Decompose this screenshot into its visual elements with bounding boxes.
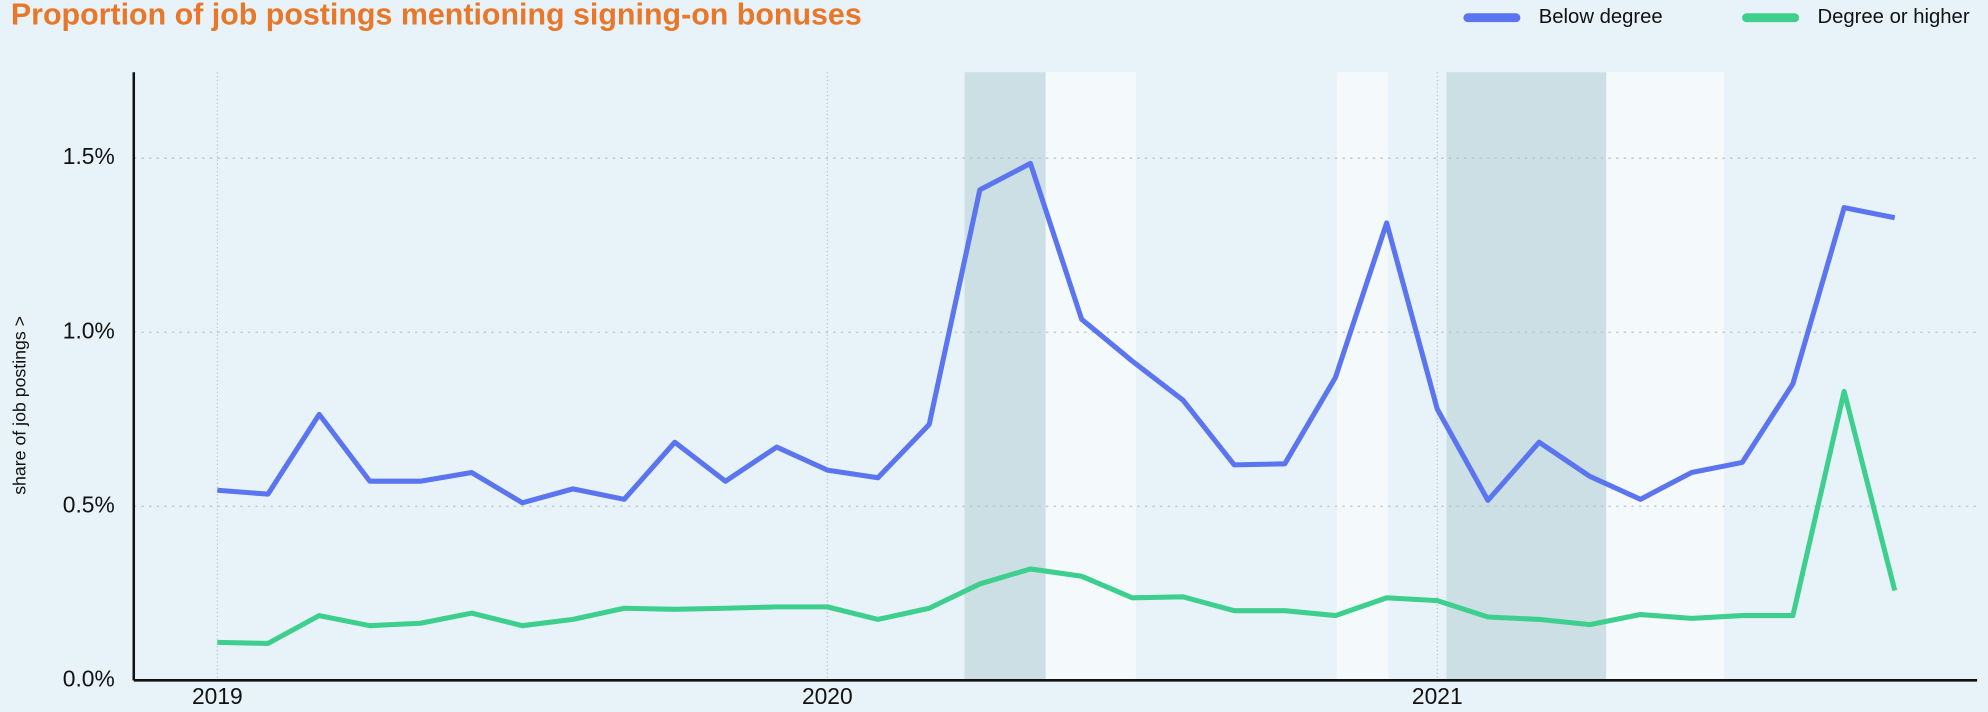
chart-title: Proportion of job postings mentioning si… xyxy=(11,0,862,32)
shaded-period xyxy=(1336,72,1389,681)
x-tick-label: 2021 xyxy=(1412,683,1463,709)
shaded-period xyxy=(964,72,1046,681)
y-tick-label: 0.5% xyxy=(63,491,115,517)
legend-label: Degree or higher xyxy=(1817,6,1969,28)
y-tick-label: 1.0% xyxy=(63,317,115,343)
series-line xyxy=(217,160,1896,506)
x-tick-label: 2020 xyxy=(802,683,853,709)
series-line xyxy=(217,388,1898,646)
shaded-period xyxy=(1045,72,1136,681)
y-tick-label: 0.0% xyxy=(63,665,115,691)
y-tick-label: 1.5% xyxy=(63,143,115,169)
x-tick-label: 2019 xyxy=(192,683,243,709)
shaded-period xyxy=(1446,72,1607,681)
shaded-period xyxy=(1606,72,1724,681)
y-axis-label: share of job postings > xyxy=(10,316,30,495)
legend-label: Below degree xyxy=(1539,6,1663,28)
